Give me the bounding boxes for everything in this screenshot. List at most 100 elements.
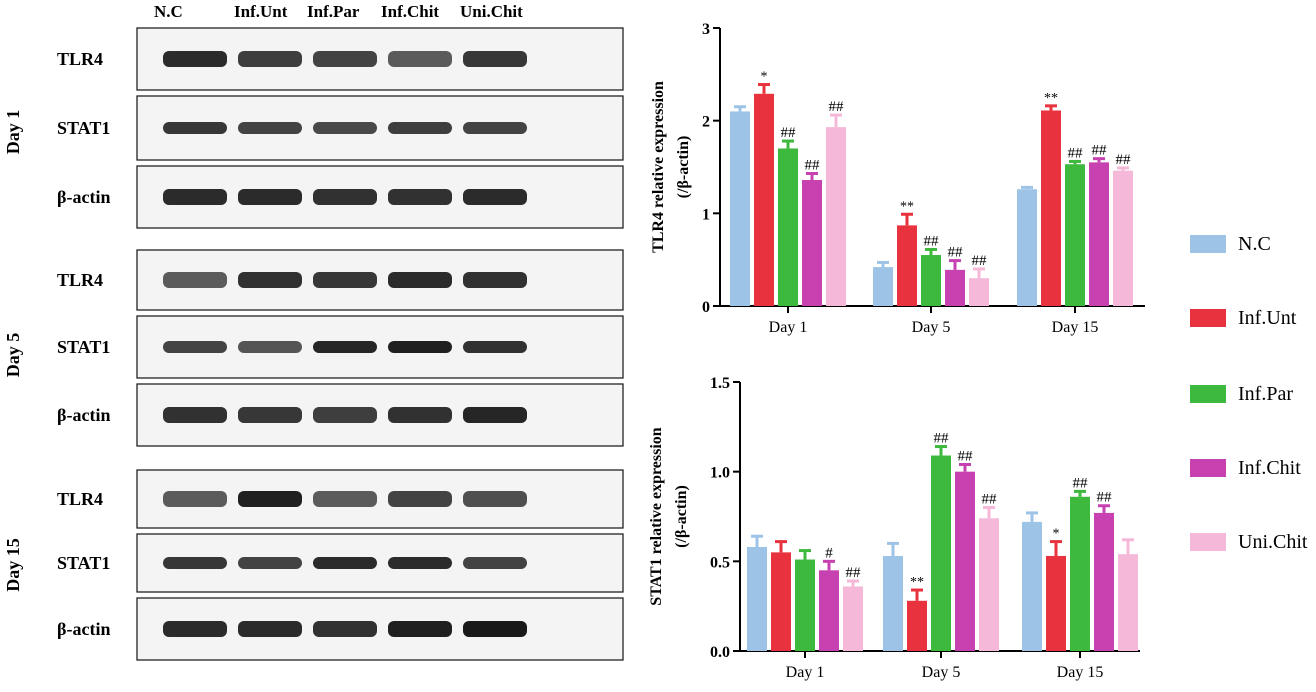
significance-marker: ## (958, 448, 974, 464)
significance-marker: ## (829, 99, 845, 115)
y-tick-label: 0 (702, 299, 710, 316)
significance-marker: # (825, 545, 833, 561)
bar (1118, 554, 1138, 651)
bar (873, 267, 893, 306)
lane-label: Inf.Unt (234, 2, 288, 21)
bar (979, 518, 999, 651)
protein-band (163, 51, 227, 67)
significance-marker: ## (1092, 143, 1108, 159)
bar-chart-2: 0.0 0.5 1.0 1.5 STAT1 relative expression (/β… (648, 375, 1140, 681)
legend-swatch-nc (1190, 235, 1226, 253)
bar (1070, 496, 1090, 651)
significance-marker: ## (972, 253, 988, 269)
protein-band (163, 491, 227, 507)
protein-band (163, 621, 227, 637)
blot-row-label: β-actin (57, 405, 110, 425)
y-tick-label: 3 (702, 21, 710, 38)
protein-band (388, 407, 452, 423)
bar (1065, 164, 1085, 306)
blot-row-label: STAT1 (57, 337, 110, 357)
legend-label: Inf.Unt (1238, 307, 1297, 329)
x-tick-label: Day 5 (912, 319, 951, 336)
significance-marker: ** (900, 199, 914, 214)
bar (1094, 512, 1114, 651)
lane-label: N.C (154, 2, 183, 21)
significance-marker: ## (805, 157, 821, 173)
significance-marker: * (1053, 527, 1060, 542)
bar-chart-1: 0 1 2 3 TLR4 relative expression (/β-actin) Da… (650, 21, 1145, 336)
bar (754, 93, 774, 306)
protein-band (238, 122, 302, 134)
bar (1041, 110, 1061, 307)
significance-marker: ## (982, 492, 998, 508)
bar (826, 127, 846, 306)
y-tick-label: 1.5 (710, 375, 730, 392)
protein-band (238, 51, 302, 67)
bar (819, 570, 839, 651)
legend-label: Uni.Chit (1238, 531, 1308, 553)
y-tick-label: 1.0 (710, 465, 730, 482)
legend-label: Inf.Par (1238, 383, 1293, 405)
protein-band (238, 621, 302, 637)
blot-row-label: β-actin (57, 187, 110, 207)
x-tick-label: Day 5 (922, 664, 961, 681)
significance-marker: ## (1068, 145, 1084, 161)
x-tick-label: Day 15 (1052, 319, 1099, 336)
protein-band (388, 621, 452, 637)
bar (1046, 555, 1066, 651)
legend-item-inf-par: Inf.Par (1190, 382, 1316, 406)
legend-item-inf-unt: Inf.Unt (1190, 306, 1316, 330)
day-label: Day 5 (3, 333, 23, 378)
protein-band (388, 341, 452, 353)
lane-label: Uni.Chit (460, 2, 523, 21)
y-tick-label: 1 (702, 206, 710, 223)
legend-label: Inf.Chit (1238, 457, 1301, 479)
blot-row-label: TLR4 (57, 489, 103, 509)
lane-label: Inf.Par (307, 2, 360, 21)
significance-marker: ## (934, 431, 950, 447)
bar (747, 546, 767, 651)
legend-item-uni-chit: Uni.Chit (1190, 530, 1316, 554)
bar (1022, 521, 1042, 651)
protein-band (163, 407, 227, 423)
bar (843, 586, 863, 651)
protein-band (463, 51, 527, 67)
legend-swatch-uni-chit (1190, 533, 1226, 551)
bar (730, 111, 750, 307)
protein-band (238, 341, 302, 353)
legend-swatch-inf-unt (1190, 309, 1226, 327)
significance-marker: ## (924, 233, 940, 249)
protein-band (388, 491, 452, 507)
legend-swatch-inf-par (1190, 385, 1226, 403)
significance-marker: ## (1097, 490, 1113, 506)
protein-band (388, 51, 452, 67)
x-tick-label: Day 15 (1057, 664, 1104, 681)
protein-band (388, 557, 452, 569)
protein-band (463, 122, 527, 134)
protein-band (163, 557, 227, 569)
protein-band (313, 621, 377, 637)
protein-band (238, 491, 302, 507)
blot-row-label: STAT1 (57, 118, 110, 138)
y-tick-label: 0.0 (710, 644, 730, 661)
significance-marker: ** (910, 575, 924, 590)
protein-band (313, 341, 377, 353)
legend-swatch-inf-chit (1190, 459, 1226, 477)
y-axis-label-unit: (/β-actin) (675, 136, 692, 199)
bar (897, 225, 917, 306)
bar (955, 471, 975, 651)
western-blot-panel: N.C Inf.Unt Inf.Par Inf.Chit Uni.Chit Day 1 TL… (3, 2, 624, 661)
protein-band (388, 272, 452, 288)
bar (1089, 162, 1109, 306)
blot-row-label: TLR4 (57, 49, 103, 69)
y-tick-label: 2 (702, 114, 710, 131)
protein-band (313, 122, 377, 134)
legend-item-inf-chit: Inf.Chit (1190, 456, 1316, 480)
bar (921, 255, 941, 306)
bar (883, 555, 903, 651)
significance-marker: ** (1044, 91, 1058, 106)
blot-row-label: STAT1 (57, 553, 110, 573)
significance-marker: ## (781, 125, 797, 141)
protein-band (313, 407, 377, 423)
